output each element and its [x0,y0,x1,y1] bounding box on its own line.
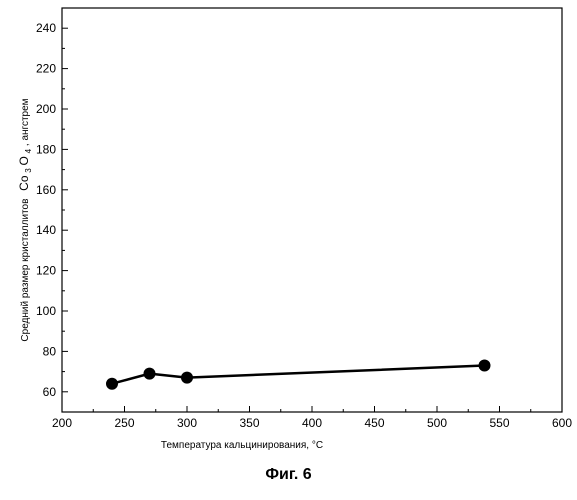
x-tick-label: 250 [114,416,134,430]
plot-frame [62,8,562,412]
x-tick-label: 450 [364,416,384,430]
x-axis-title: Температура кальцинирования, °C [161,440,323,451]
x-axis-ticks: 200 250 300 350 400 450 500 550 600 [52,406,572,430]
y-axis-title-prefix: Средний размер кристаллитов [20,199,31,342]
y-tick-label: 180 [36,142,56,156]
y-tick-label: 100 [36,304,56,318]
y-axis-title-suffix: , ангстрем [20,98,31,146]
y-tick-label: 140 [36,223,56,237]
y-tick-label: 120 [36,264,56,278]
x-tick-label: 400 [302,416,322,430]
y-axis-title-compound-b: O [17,156,31,165]
y-tick-label: 160 [36,183,56,197]
y-axis-title-compound-sub1: 3 [24,168,33,173]
y-tick-label: 80 [43,344,57,358]
x-tick-label: 350 [239,416,259,430]
x-tick-label: 550 [489,416,509,430]
series-line [112,366,485,384]
x-tick-label: 300 [177,416,197,430]
y-tick-label: 60 [43,385,57,399]
x-tick-label: 500 [427,416,447,430]
chart: 200 250 300 350 400 450 500 550 600 60 80 100 120 14… [0,0,577,460]
data-point [144,368,156,380]
y-tick-label: 200 [36,102,56,116]
y-tick-label: 220 [36,62,56,76]
y-axis-title: Средний размер кристаллитов Co 3 O 4 , а… [17,98,34,341]
data-point [181,372,193,384]
x-tick-label: 600 [552,416,572,430]
x-tick-label: 200 [52,416,72,430]
data-point [106,378,118,390]
y-tick-label: 240 [36,21,56,35]
series-layer [106,360,491,390]
y-axis-title-compound-sub2: 4 [24,148,33,153]
data-point [479,360,491,372]
y-axis-ticks: 60 80 100 120 140 160 180 200 220 240 [36,8,68,399]
figure-caption: Фиг. 6 [0,466,577,484]
y-axis-title-compound-a: Co [17,175,31,191]
